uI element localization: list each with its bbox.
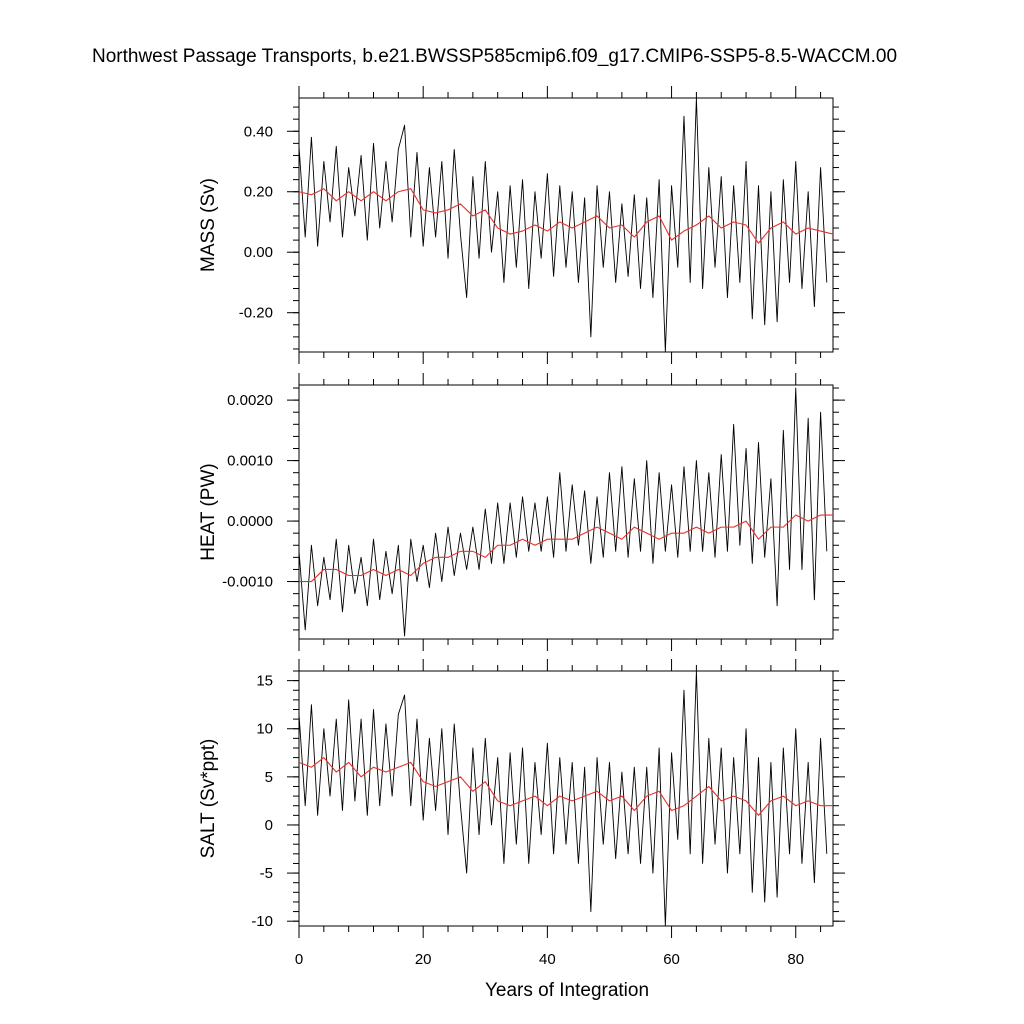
y-axis-label-2: HEAT (PW) xyxy=(198,463,219,560)
y-tick-label: -0.20 xyxy=(239,305,273,322)
y-tick-label: 0.00 xyxy=(244,244,273,261)
x-tick-label: 80 xyxy=(787,951,804,968)
y-tick-label: 5 xyxy=(265,769,273,786)
y-tick-label: -0.0010 xyxy=(222,574,273,591)
x-tick-label: 20 xyxy=(415,951,432,968)
y-tick-label: 0.20 xyxy=(244,184,273,201)
smoothed-series-line-3 xyxy=(298,757,833,816)
y-axis-label-3: SALT (Sv*ppt) xyxy=(198,739,219,859)
smoothed-series-line-1 xyxy=(298,188,834,244)
x-tick-label: 40 xyxy=(539,951,556,968)
y-tick-label: 0.40 xyxy=(244,123,273,140)
y-tick-label: -10 xyxy=(251,913,273,930)
y-tick-label: 0.0020 xyxy=(227,392,273,409)
smoothed-series-line-2 xyxy=(299,514,833,583)
y-tick-label: 0.0000 xyxy=(227,513,273,530)
chart-title: Northwest Passage Transports, b.e21.BWSS… xyxy=(92,46,898,67)
y-tick-label: 15 xyxy=(256,673,273,690)
y-tick-label: 0.0010 xyxy=(227,453,273,470)
x-tick-label: 0 xyxy=(295,951,303,968)
raw-series-line-1 xyxy=(298,97,828,353)
raw-series-line-2 xyxy=(298,387,828,637)
panel-frame-3 xyxy=(298,670,834,927)
y-tick-label: -5 xyxy=(260,865,273,882)
y-tick-label: 0 xyxy=(265,817,273,834)
x-axis-label: Years of Integration xyxy=(485,980,649,1001)
raw-series-line-3 xyxy=(298,670,828,927)
y-tick-label: 10 xyxy=(256,721,273,738)
panel-frame-1 xyxy=(298,97,834,353)
panel-frame-2 xyxy=(298,384,834,640)
y-axis-label-1: MASS (Sv) xyxy=(198,178,219,272)
x-tick-label: 60 xyxy=(663,951,680,968)
